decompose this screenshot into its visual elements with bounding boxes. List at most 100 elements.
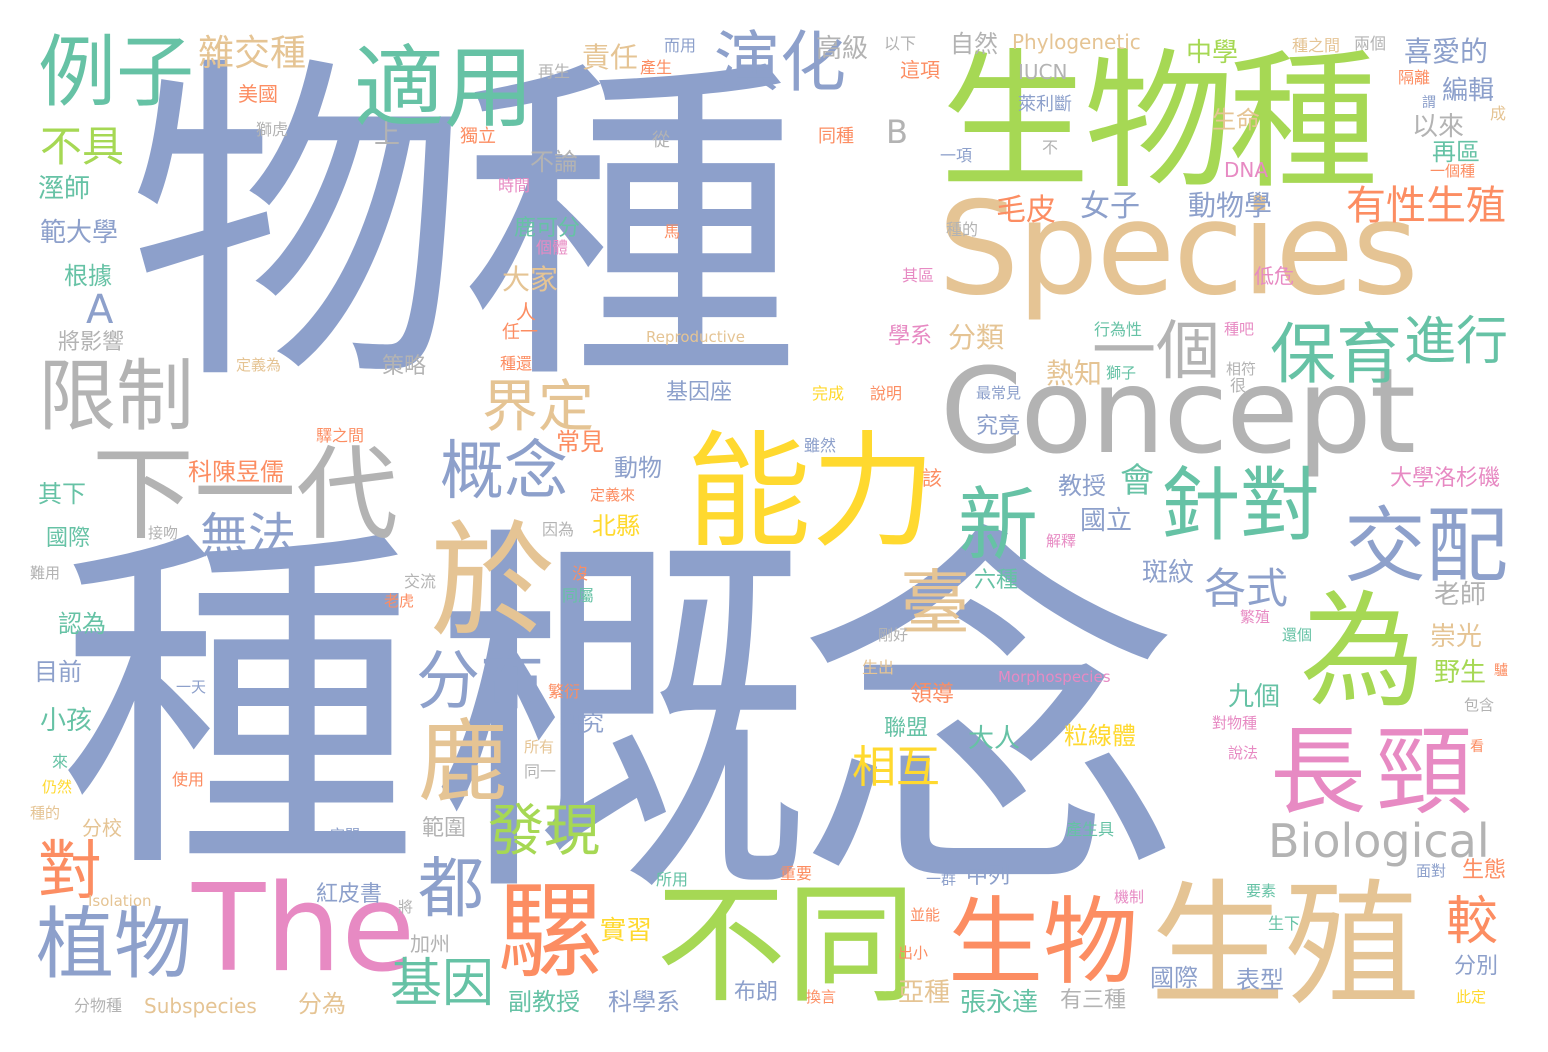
word-liuzhong: 六種 bbox=[974, 568, 1019, 593]
word-shengwu: 生物 bbox=[948, 888, 1139, 998]
word-xiangfu: 相符 bbox=[1226, 360, 1257, 378]
word-changjing: 長頸 bbox=[1270, 716, 1482, 828]
word-laoshi: 老師 bbox=[1434, 580, 1487, 610]
word-shiyong-small: 使用 bbox=[172, 770, 205, 789]
word-butong: 不同 bbox=[656, 869, 917, 1021]
word-fenbie: 分別 bbox=[1454, 954, 1499, 979]
word-kechenyuru: 科陳昱儒 bbox=[188, 458, 284, 486]
word-shuofa: 說法 bbox=[1228, 744, 1259, 762]
word-jieding: 界定 bbox=[482, 375, 594, 440]
word-fujiaoshou: 副教授 bbox=[508, 988, 580, 1016]
word-xianzhi: 限制 bbox=[38, 352, 195, 442]
word-zhongxue: 中學 bbox=[1186, 38, 1239, 68]
word-guoli: 國立 bbox=[1080, 506, 1133, 536]
word-zajiaozhong: 雜交種 bbox=[198, 33, 307, 74]
word-beixian: 北縣 bbox=[592, 512, 640, 540]
word-gainian-large: 概念 bbox=[430, 496, 1182, 944]
word-yinwei: 因為 bbox=[542, 520, 575, 539]
word-iucn: IUCN bbox=[1018, 60, 1068, 84]
word-shixi: 實習 bbox=[600, 916, 653, 946]
word-wufa: 無法 bbox=[200, 508, 297, 564]
word-jinxing: 進行 bbox=[1404, 312, 1509, 372]
word-yaosu: 要素 bbox=[1246, 882, 1277, 900]
word-biaoxing: 表型 bbox=[1236, 966, 1284, 994]
word-wei: 為 bbox=[1300, 580, 1425, 725]
word-yige: 一個 bbox=[1092, 315, 1220, 389]
word-shengtai: 生態 bbox=[1462, 858, 1507, 883]
word-baoyu: 保育 bbox=[1270, 316, 1402, 393]
word-bulun: 不論 bbox=[530, 148, 578, 176]
word-zaisheng: 再生 bbox=[538, 62, 571, 81]
word-yu: 於 bbox=[430, 510, 555, 655]
word-fenbu: 分布 bbox=[416, 645, 544, 719]
word-zhiwu: 植物 bbox=[36, 900, 193, 990]
word-lizi: 例子 bbox=[38, 28, 195, 118]
word-biological: Biological bbox=[1268, 814, 1490, 868]
word-jiujing: 究竟 bbox=[976, 414, 1021, 439]
word-lai: 來 bbox=[52, 752, 69, 771]
word-miandui: 面對 bbox=[1416, 862, 1447, 880]
word-zhexiang: 這項 bbox=[900, 58, 940, 82]
word-wuzhong: 物種 bbox=[128, 30, 800, 426]
word-fanwei: 範圍 bbox=[422, 816, 467, 841]
word-the: The bbox=[192, 860, 416, 999]
word-dna: DNA bbox=[1224, 158, 1269, 182]
word-zhongzhijian: 種之間 bbox=[1292, 36, 1341, 55]
word-yousanzhong: 有三種 bbox=[1060, 988, 1127, 1013]
word-yanhua: 演化 bbox=[714, 24, 846, 101]
word-banwen: 斑紋 bbox=[1142, 558, 1195, 588]
word-kexuexi: 科學系 bbox=[608, 988, 680, 1016]
word-yixia: 以下 bbox=[884, 34, 917, 53]
word-yesheng: 野生 bbox=[1434, 658, 1487, 688]
word-hongpishu: 紅皮書 bbox=[316, 882, 383, 907]
word-jieshi: 解釋 bbox=[1046, 532, 1077, 550]
word-yigezhong: 一個種 bbox=[1430, 162, 1476, 180]
word-maopi: 毛皮 bbox=[996, 193, 1056, 228]
word-fandaxue: 範大學 bbox=[40, 218, 119, 248]
word-dui: 對 bbox=[38, 835, 102, 909]
word-shang: 上 bbox=[374, 120, 401, 150]
word-geli: 隔離 bbox=[1398, 68, 1431, 87]
word-hen: 很 bbox=[1230, 376, 1247, 395]
word-lianmeng: 聯盟 bbox=[884, 716, 929, 741]
word-qiqu: 其區 bbox=[902, 266, 935, 285]
word-lailiduan: 萊利斷 bbox=[1018, 94, 1072, 115]
word-shengzhi: 生殖 bbox=[1150, 867, 1420, 1024]
word-zhongde-2: 種的 bbox=[30, 804, 61, 822]
word-jiaopei: 交配 bbox=[1344, 499, 1509, 594]
word-species: Species bbox=[938, 175, 1419, 324]
word-cong: 從 bbox=[652, 130, 670, 151]
word-kongjian: 空間 bbox=[330, 826, 361, 844]
word-yazhong: 亞種 bbox=[898, 978, 951, 1008]
word-celue: 策略 bbox=[382, 354, 427, 379]
word-renwei: 認為 bbox=[58, 610, 106, 638]
word-luo: 騾 bbox=[498, 871, 604, 993]
word-dongwu: 動物 bbox=[614, 454, 662, 482]
word-qixia: 其下 bbox=[38, 480, 86, 508]
word-faxian: 發現 bbox=[488, 799, 600, 864]
word-zhongba: 種吧 bbox=[1224, 320, 1255, 338]
word-lu: 鹿 bbox=[418, 710, 508, 815]
word-tongyi: 同一 bbox=[524, 762, 557, 781]
word-chanshengju: 產生具 bbox=[1066, 820, 1115, 839]
word-ciding: 此定 bbox=[1456, 988, 1487, 1006]
word-shengxia: 生下 bbox=[1268, 914, 1301, 933]
word-shuzhi: 熱知 bbox=[1046, 357, 1103, 390]
word-bianji: 編輯 bbox=[1442, 76, 1495, 106]
word-buju: 不具 bbox=[40, 122, 125, 171]
word-huanyan: 換言 bbox=[806, 988, 837, 1006]
word-a: A bbox=[86, 287, 114, 333]
word-tongshu: 同屬 bbox=[562, 586, 595, 605]
word-fenxiao: 分校 bbox=[82, 816, 122, 840]
word-jiangyingxiang: 將影響 bbox=[58, 330, 125, 355]
word-fenwei: 分為 bbox=[298, 990, 346, 1018]
word-daxueluoshanji: 大學洛杉磯 bbox=[1390, 466, 1501, 491]
word-chongguang: 崇光 bbox=[1430, 622, 1483, 652]
word-laohu: 老虎 bbox=[384, 592, 415, 610]
word-shengming: 生命 bbox=[1212, 106, 1260, 134]
word-shuoming: 說明 bbox=[870, 384, 903, 403]
word-zhongde-1: 種的 bbox=[946, 220, 979, 239]
word-chuxiao: 出小 bbox=[898, 944, 929, 962]
word-jiazhou: 加州 bbox=[410, 932, 450, 956]
word-gaoji: 高級 bbox=[816, 34, 869, 64]
